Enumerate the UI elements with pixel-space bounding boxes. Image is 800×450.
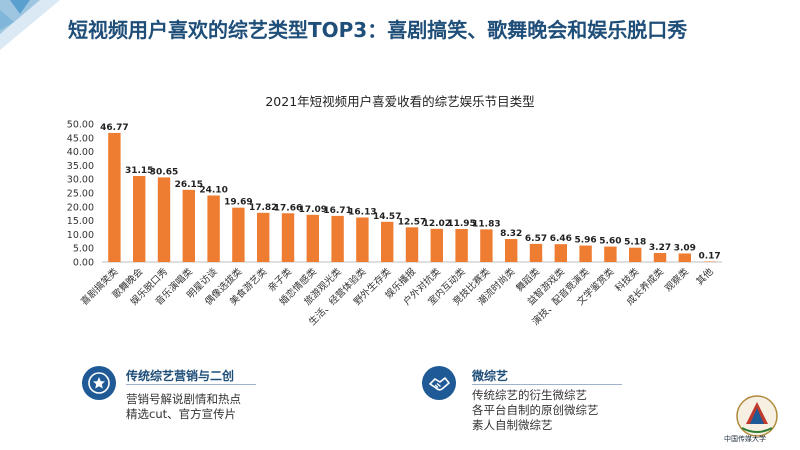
bar [505,239,518,262]
card-divider [472,384,622,385]
y-tick-label: 20.00 [67,202,94,213]
corner-decoration [0,0,60,50]
chart-title: 2021年短视频用户喜爱收看的综艺娱乐节目类型 [265,94,534,109]
bar-value-label: 5.96 [574,236,596,246]
card-line: 精选cut、官方宣传片 [126,407,237,421]
bar-value-label: 11.83 [472,219,500,229]
bar-value-label: 8.32 [500,229,522,239]
bar-value-label: 14.57 [373,212,401,222]
university-logo-text: 中国传媒大学 [724,435,766,443]
bar [108,132,121,262]
y-tick-label: 35.00 [67,161,94,172]
bar-value-label: 46.77 [100,123,128,133]
bar [653,252,667,262]
card-title-traditional: 传统综艺营销与二创 [126,369,235,383]
bar-value-label: 17.09 [299,205,327,215]
bar-value-label: 30.65 [150,167,178,177]
bar [381,221,394,262]
bar-value-label: 3.09 [674,243,696,253]
card-line: 素人自制微综艺 [472,418,553,432]
x-tick-label: 其他 [694,265,716,287]
bar [604,246,617,262]
bar [405,227,419,262]
bar [579,245,592,262]
bar [356,217,369,262]
bar [455,229,468,262]
medal-icon [82,366,116,400]
bar [182,189,195,262]
y-tick-label: 5.00 [73,244,94,255]
bar-value-label: 5.18 [624,238,646,248]
bar-value-label: 17.66 [274,203,302,213]
bar-value-label: 0.17 [698,252,720,262]
y-tick-label: 30.00 [67,175,94,186]
card-line: 营销号解说剧情和热点 [126,392,241,406]
bar-value-label: 31.15 [125,166,153,176]
bar-value-label: 3.27 [649,243,671,253]
bar-value-label: 19.69 [224,198,252,208]
y-tick-label: 45.00 [67,133,94,144]
bar [331,215,344,262]
y-tick-label: 10.00 [67,230,94,241]
y-tick-label: 15.00 [67,216,94,227]
bar-value-label: 12.57 [398,217,426,227]
bar-value-label: 26.15 [175,180,203,190]
bar [207,195,220,262]
bar-value-label: 6.46 [550,234,572,244]
bar [306,214,319,262]
bar-value-label: 6.57 [525,234,547,244]
bar [554,244,567,262]
bar-value-label: 12.02 [423,219,451,229]
x-tick-label: 喜剧搞笑类 [78,265,120,307]
page-headline: 短视频用户喜欢的综艺类型TOP3：喜剧搞笑、歌舞晚会和娱乐脱口秀 [68,18,688,42]
bar [133,176,146,262]
bar-value-label: 11.95 [447,219,475,229]
handshake-icon [422,366,456,400]
bar-value-label: 16.71 [323,206,351,216]
card-divider [126,384,256,385]
bar [678,253,691,262]
card-line: 传统综艺的衍生微综艺 [472,388,587,402]
bar [480,229,493,262]
bar-value-label: 24.10 [199,185,227,195]
bar [232,207,245,262]
x-tick-label: 观察类 [662,265,691,294]
bar-value-label: 16.13 [348,207,376,217]
card-line: 各平台自制的原创微综艺 [472,403,599,417]
bar [529,243,543,262]
y-tick-label: 50.00 [67,120,94,131]
bar [157,177,171,262]
y-tick-label: 0.00 [73,258,94,269]
y-tick-label: 40.00 [67,147,94,158]
bar-value-label: 17.82 [249,203,277,213]
bar [257,212,270,262]
bar-value-label: 5.60 [599,237,621,247]
bar [629,247,642,262]
bar [430,228,443,262]
university-logo [736,395,778,437]
bar [281,213,295,262]
y-tick-label: 25.00 [67,189,94,200]
card-title-micro-variety: 微综艺 [472,369,509,383]
